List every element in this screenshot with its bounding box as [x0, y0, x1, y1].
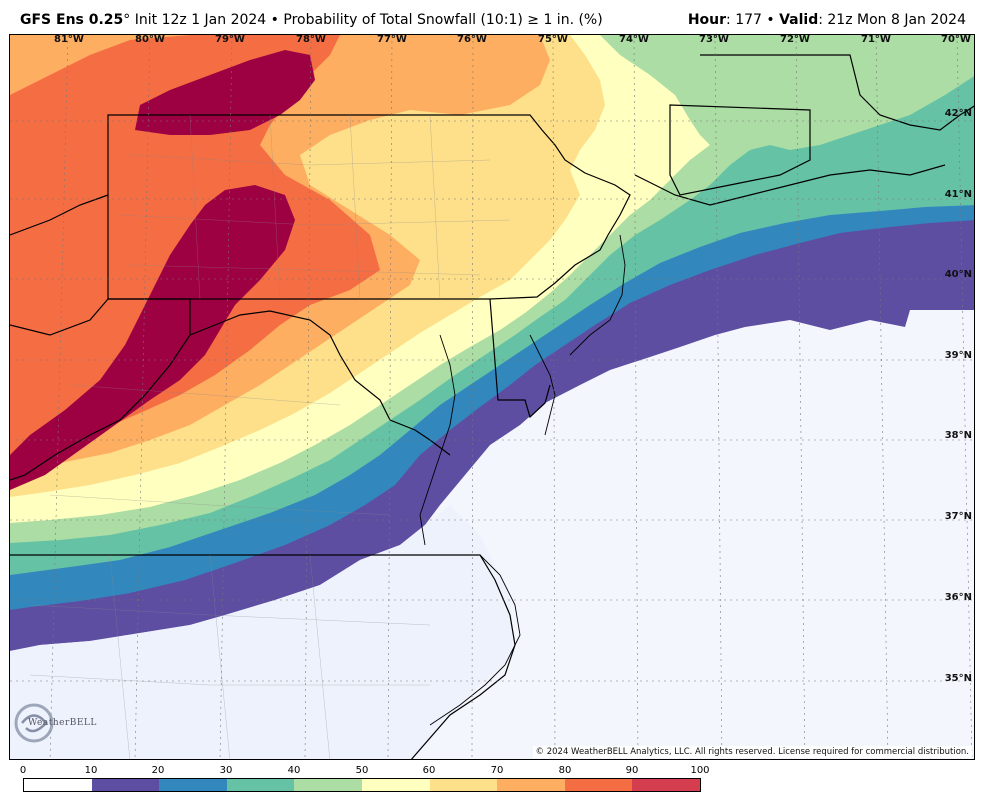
legend-tick-50: 50	[355, 765, 369, 776]
valid-value: : 21z Mon 8 Jan 2024	[818, 12, 966, 28]
lat-label-41n: 41°N	[944, 189, 972, 200]
lon-label-76w: 76°W	[457, 34, 487, 45]
bullet: •	[766, 12, 775, 28]
legend-tick-70: 70	[490, 765, 504, 776]
legend-tick-10: 10	[84, 765, 98, 776]
lat-label-40n: 40°N	[944, 269, 972, 280]
valid-info: Hour: 177 • Valid: 21z Mon 8 Jan 2024	[688, 12, 966, 28]
lon-label-71w: 71°W	[861, 34, 891, 45]
legend-tick-0: 0	[19, 765, 27, 776]
lon-label-74w: 74°W	[619, 34, 649, 45]
legend-tick-100: 100	[690, 765, 710, 776]
lon-label-80w: 80°W	[135, 34, 165, 45]
legend-swatch-70	[497, 779, 565, 791]
band-90-ridge	[10, 185, 295, 490]
legend-swatch-50	[361, 779, 430, 791]
legend-swatch-90	[632, 779, 700, 791]
legend-tick-30: 30	[219, 765, 233, 776]
lon-label-75w: 75°W	[538, 34, 568, 45]
legend-swatch-30	[226, 779, 295, 791]
header: GFS Ens 0.25° Init 12z 1 Jan 2024 • Prob…	[0, 0, 984, 34]
degree-symbol: °	[123, 12, 131, 28]
hour-label: Hour	[687, 12, 727, 28]
map-panel	[9, 34, 975, 760]
valid-label: Valid	[779, 12, 819, 28]
legend-swatch-10	[91, 779, 160, 791]
legend-tick-40: 40	[287, 765, 301, 776]
lat-label-38n: 38°N	[944, 430, 972, 441]
legend-colorbar	[23, 778, 701, 792]
legend-swatch-20	[159, 779, 227, 791]
bullet: •	[270, 12, 279, 28]
lon-label-79w: 79°W	[215, 34, 245, 45]
lat-label-37n: 37°N	[944, 511, 972, 522]
probability-map	[10, 35, 974, 759]
lon-label-72w: 72°W	[780, 34, 810, 45]
model-name: GFS Ens 0.25	[20, 12, 124, 28]
legend-swatch-60	[429, 779, 498, 791]
lat-label-36n: 36°N	[944, 592, 972, 603]
legend-tick-90: 90	[625, 765, 639, 776]
legend-swatch-40	[294, 779, 362, 791]
legend-swatch-0	[24, 779, 92, 791]
lat-label-42n: 42°N	[944, 108, 972, 119]
lon-label-73w: 73°W	[699, 34, 729, 45]
lat-label-39n: 39°N	[944, 350, 972, 361]
band-90	[135, 50, 315, 135]
legend-tick-20: 20	[151, 765, 165, 776]
lon-label-70w: 70°W	[941, 34, 971, 45]
coastline	[419, 234, 626, 726]
swirl-logo-icon	[14, 703, 54, 743]
map-title: GFS Ens 0.25° Init 12z 1 Jan 2024 • Prob…	[20, 12, 603, 28]
legend-swatch-80	[564, 779, 633, 791]
copyright-notice: © 2024 WeatherBELL Analytics, LLC. All r…	[532, 746, 972, 758]
legend-tick-80: 80	[558, 765, 572, 776]
legend-tick-60: 60	[422, 765, 436, 776]
lon-label-77w: 77°W	[377, 34, 407, 45]
init-time: Init 12z 1 Jan 2024	[134, 12, 267, 28]
logo-text: WeatherBELL	[28, 718, 97, 728]
hour-value: : 177	[726, 12, 762, 28]
county-lines	[29, 114, 511, 759]
product-name: Probability of Total Snowfall (10:1) ≥ 1…	[283, 12, 603, 28]
lon-label-81w: 81°W	[54, 34, 84, 45]
lat-label-35n: 35°N	[944, 673, 972, 684]
lon-label-78w: 78°W	[296, 34, 326, 45]
